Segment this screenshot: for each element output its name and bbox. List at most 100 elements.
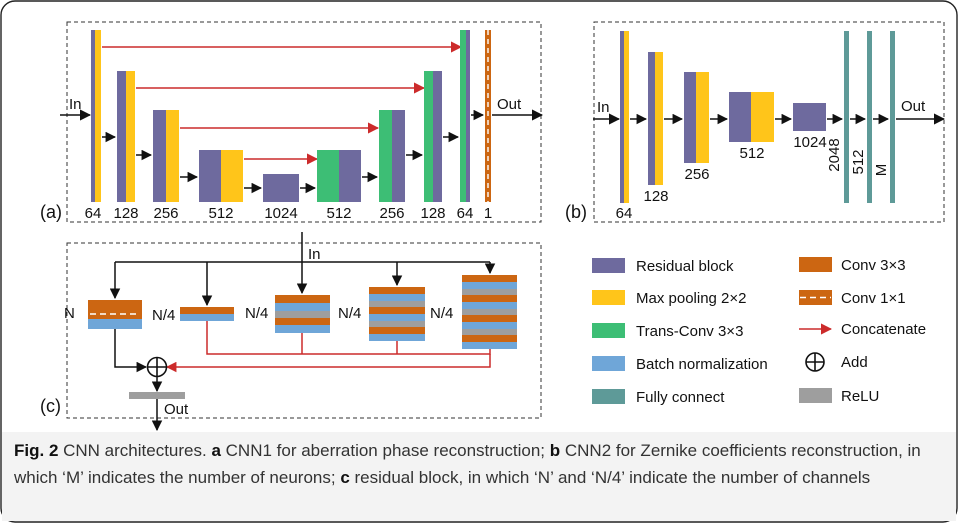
add-symbol [146,356,168,378]
legend-label-fully: Fully connect [636,389,725,406]
maxpool-block-a2 [126,71,135,202]
a-number-1: 64 [85,205,102,222]
c5-stack [462,275,517,349]
c5-layer [462,275,517,282]
caption-b-marker: b [549,441,561,460]
c4-layer [369,294,425,301]
residual-block-a9 [466,30,470,202]
c5-layer [462,295,517,302]
transconv-block-a9 [460,30,466,202]
legend-label-batchnorm: Batch normalization [636,356,768,373]
c5-layer [462,282,517,289]
c5-layer [462,302,517,309]
figure-caption: Fig. 2 CNN architectures. a CNN1 for abe… [14,437,944,491]
fully-connect-b8 [890,31,895,203]
c3-layer [275,311,330,318]
c2-batchnorm [180,314,234,321]
transconv-block-a6 [317,150,339,202]
c-label-2: N/4 [152,307,175,324]
a-number-6: 512 [326,205,351,222]
maxpool-block-b4 [751,92,774,142]
caption-a-text: CNN1 for aberration phase reconstruction… [220,441,550,460]
b-number-5: 1024 [793,134,826,151]
caption-title: CNN architectures. [58,441,212,460]
residual-path-arrow [114,329,148,373]
panel-c-border [66,242,542,419]
b-number-3: 256 [684,166,709,183]
maxpool-block-b2 [655,52,663,185]
legend-swatch-residual [592,258,625,273]
residual-block-a7 [392,110,405,202]
c4-layer [369,307,425,314]
c3-stack [275,295,330,333]
a-number-10: 1 [484,205,492,222]
residual-block-b1 [620,31,624,203]
maxpool-block-b1 [624,31,629,203]
c4-layer [369,287,425,294]
concat-to-add-arrow [165,354,491,373]
b-number-2: 128 [643,188,668,205]
maxpool-block-a3 [166,110,179,202]
c4-layer [369,327,425,334]
panel-c-output-label: Out [164,401,189,418]
c5-layer [462,322,517,329]
b-number-4: 512 [739,145,764,162]
panel-c-input-label: In [308,246,321,263]
c-relu-bar [129,392,185,399]
a-number-8: 128 [420,205,445,222]
c1-conv3 [88,300,142,309]
transconv-block-a7 [379,110,392,202]
c4-stack [369,287,425,341]
c3-layer [275,295,330,303]
caption-a-marker: a [211,441,221,460]
panel-a-input-label: In [69,96,82,113]
panel-b-output-label: Out [901,98,926,115]
b-number-8: M [873,164,890,177]
legend-label-residual: Residual block [636,258,734,275]
legend-label-maxpool: Max pooling 2×2 [636,290,747,307]
residual-block-b2 [648,52,655,185]
legend-swatch-batchnorm [592,356,625,371]
residual-block-a4 [199,150,221,202]
c4-layer [369,334,425,341]
transconv-block-a8 [424,71,433,202]
c-label-4: N/4 [338,305,361,322]
fully-connect-b7 [867,31,872,203]
legend-swatch-relu [799,388,832,403]
panel-b-label: (b) [565,202,587,222]
panel-a: In Out 64 [40,21,544,223]
maxpool-block-a1 [95,30,101,202]
c-label-3: N/4 [245,305,268,322]
panel-b: In Out 64 128 256 512 1024 2048 512 M [565,21,946,223]
panel-c-label: (c) [40,396,61,416]
caption-c-text: residual block, in which ‘N’ and ‘N/4’ i… [349,468,871,487]
a-number-2: 128 [113,205,138,222]
c-label-5: N/4 [430,305,453,322]
concat-line-1 [206,321,491,355]
residual-block-a8 [433,71,442,202]
c4-layer [369,314,425,321]
c-label-1: N [64,305,75,322]
fully-connect-b6 [844,31,849,203]
a-number-7: 256 [379,205,404,222]
panel-a-output-label: Out [497,96,522,113]
maxpool-block-b3 [696,72,709,163]
residual-block-b5 [793,103,826,131]
a-number-4: 512 [208,205,233,222]
residual-block-a1 [91,30,95,202]
caption-background [2,432,956,521]
legend-swatch-transconv [592,323,625,338]
panel-b-input-label: In [597,99,610,116]
c3-layer [275,325,330,333]
residual-block-b4 [729,92,751,142]
residual-block-a3 [153,110,166,202]
c3-layer [275,318,330,325]
panel-a-label: (a) [40,202,62,222]
residual-block-b3 [684,72,696,163]
legend-label-conv1: Conv 1×1 [841,290,906,307]
b-number-6: 2048 [826,138,843,171]
caption-fig-label: Fig. 2 [14,441,59,460]
legend: Residual block Max pooling 2×2 Trans-Con… [592,257,926,406]
